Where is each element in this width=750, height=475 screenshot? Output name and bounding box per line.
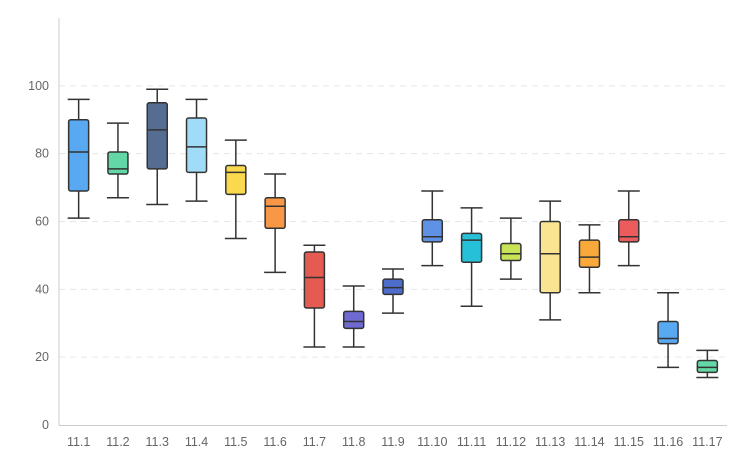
y-tick-label: 0 [42, 418, 49, 432]
y-tick-label: 40 [35, 282, 49, 296]
x-tick-label: 11.17 [692, 435, 722, 449]
x-tick-label: 11.9 [381, 435, 404, 449]
iqr-box [382, 278, 404, 296]
iqr-box [460, 232, 483, 263]
x-tick-label: 11.16 [653, 435, 683, 449]
x-tick-label: 11.8 [342, 435, 365, 449]
box-11.14 [578, 224, 601, 294]
y-tick-label: 80 [35, 147, 49, 161]
y-tick-label: 20 [35, 350, 49, 364]
box-11.7 [303, 244, 326, 348]
iqr-box [107, 151, 129, 175]
iqr-box [657, 320, 679, 345]
iqr-box [67, 119, 90, 192]
box-11.6 [264, 173, 287, 274]
iqr-box [185, 117, 208, 174]
box-11.10 [421, 190, 444, 267]
x-tick-label: 11.12 [496, 435, 526, 449]
iqr-box [303, 251, 326, 309]
iqr-box [500, 242, 522, 262]
iqr-box [264, 197, 286, 230]
iqr-box [539, 220, 561, 294]
box-11.9 [382, 268, 404, 314]
iqr-box [696, 359, 719, 374]
x-axis-tick-labels: 11.1 11.2 11.3 11.4 11.5 11.6 11.7 11.8 11.9 11.1… [67, 435, 723, 449]
x-tick-label: 11.1 [67, 435, 90, 449]
x-tick-label: 11.10 [417, 435, 447, 449]
box-series [67, 88, 719, 379]
axes [58, 18, 727, 426]
y-tick-label: 60 [35, 215, 49, 229]
x-tick-label: 11.5 [224, 435, 247, 449]
x-tick-label: 11.15 [614, 435, 644, 449]
y-axis-tick-labels: 0 20 40 60 80 100 [28, 79, 49, 432]
box-11.15 [617, 190, 640, 267]
x-tick-label: 11.7 [303, 435, 326, 449]
box-11.12 [499, 217, 522, 280]
iqr-box [578, 239, 601, 269]
x-tick-label: 11.13 [535, 435, 565, 449]
iqr-box [618, 219, 640, 243]
x-tick-label: 11.4 [185, 435, 208, 449]
y-tick-label: 100 [28, 79, 49, 93]
x-tick-label: 11.14 [574, 435, 604, 449]
box-11.8 [342, 285, 365, 348]
box-11.2 [106, 122, 129, 199]
box-11.4 [185, 98, 208, 202]
x-tick-label: 11.11 [457, 435, 486, 449]
x-tick-label: 11.2 [106, 435, 129, 449]
iqr-box [421, 219, 444, 243]
iqr-box [342, 310, 365, 330]
box-11.17 [696, 349, 719, 379]
x-tick-label: 11.6 [263, 435, 286, 449]
box-11.13 [539, 200, 562, 321]
box-11.16 [657, 291, 680, 369]
box-11.5 [224, 139, 247, 240]
iqr-box [146, 102, 168, 170]
iqr-box [225, 164, 247, 196]
box-11.11 [460, 207, 483, 308]
box-11.1 [67, 98, 90, 219]
x-tick-label: 11.3 [146, 435, 169, 449]
box-11.3 [146, 88, 169, 206]
